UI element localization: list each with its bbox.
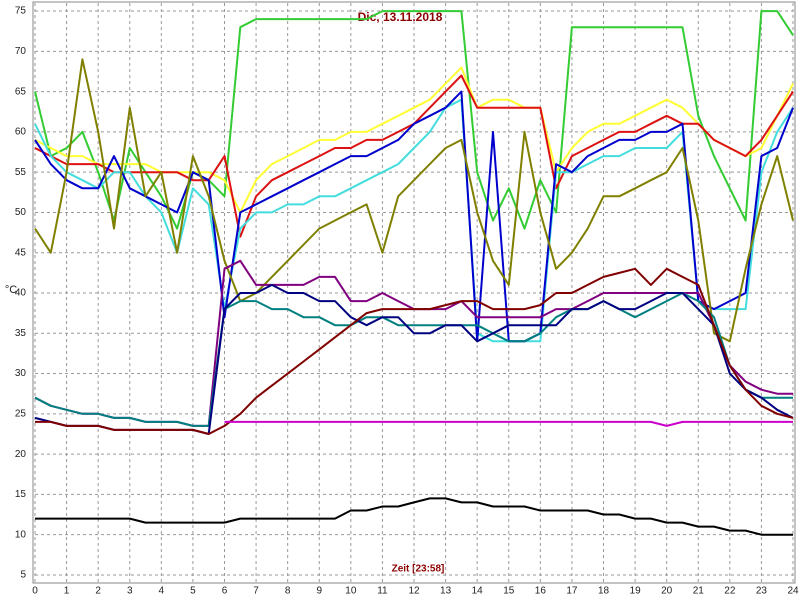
x-tick-label: 16: [535, 586, 547, 597]
y-tick-label: 35: [15, 328, 27, 339]
y-tick-label: 40: [15, 288, 27, 299]
series-line: [34, 98, 794, 343]
x-tick-label: 5: [190, 586, 196, 597]
y-tick-label: 25: [15, 408, 27, 419]
y-tick-label: 5: [20, 570, 26, 581]
x-tick-label: 1: [64, 586, 70, 597]
y-tick-label: 10: [15, 529, 27, 540]
x-axis-label: Zeit [23:58]: [392, 564, 445, 575]
x-tick-label: 2: [95, 586, 101, 597]
y-tick-label: 75: [15, 6, 27, 17]
y-tick-label: 20: [15, 449, 27, 460]
x-tick-label: 21: [693, 586, 705, 597]
plot-frame: [32, 1, 796, 584]
x-tick-label: 9: [316, 586, 322, 597]
x-tick-label: 15: [503, 586, 515, 597]
y-tick-label: 30: [15, 368, 27, 379]
x-tick-label: 12: [408, 586, 420, 597]
series-line: [35, 267, 794, 435]
x-tick-label: 17: [566, 586, 578, 597]
x-tick-label: 7: [253, 586, 259, 597]
series-line: [224, 420, 793, 427]
y-tick-label: 70: [15, 46, 27, 57]
series-line: [34, 292, 793, 427]
x-tick-label: 8: [285, 586, 291, 597]
y-axis-label: °C: [5, 284, 17, 296]
y-tick-label: 60: [15, 127, 27, 138]
x-tick-label: 23: [756, 586, 768, 597]
series-line: [34, 10, 794, 230]
x-tick-label: 20: [661, 586, 673, 597]
series-line: [34, 58, 794, 343]
x-tick-label: 18: [598, 586, 610, 597]
x-tick-label: 0: [32, 586, 38, 597]
x-tick-label: 3: [127, 586, 133, 597]
x-tick-label: 10: [345, 586, 357, 597]
y-tick-label: 50: [15, 207, 27, 218]
y-tick-label: 65: [15, 86, 27, 97]
x-tick-label: 22: [724, 586, 736, 597]
x-tick-label: 13: [440, 586, 452, 597]
y-tick-label: 55: [15, 167, 27, 178]
y-tick-label: 15: [15, 489, 27, 500]
series-line: [35, 497, 793, 536]
y-tick-label: 45: [15, 247, 27, 258]
x-tick-label: 6: [222, 586, 228, 597]
x-tick-label: 11: [377, 586, 388, 597]
x-tick-label: 14: [472, 586, 484, 597]
x-tick-label: 24: [787, 586, 799, 597]
x-tick-label: 4: [159, 586, 165, 597]
series-line: [34, 90, 794, 343]
x-tick-label: 19: [630, 586, 642, 597]
